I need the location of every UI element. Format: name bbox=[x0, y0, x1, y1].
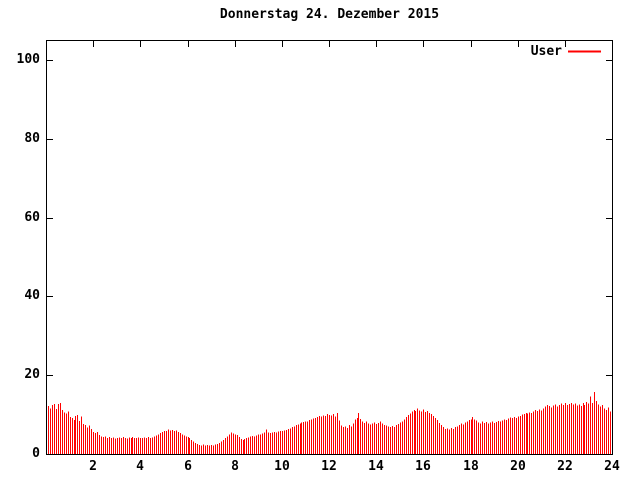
y-tick-label: 100 bbox=[16, 52, 40, 67]
x-tick-label: 6 bbox=[184, 459, 192, 474]
axis-ticks bbox=[47, 41, 613, 455]
x-tick-label: 2 bbox=[89, 459, 97, 474]
x-tick-label: 24 bbox=[604, 459, 620, 474]
x-tick-label: 12 bbox=[321, 459, 337, 474]
plot-border bbox=[46, 40, 613, 455]
x-tick-label: 22 bbox=[557, 459, 573, 474]
x-tick-label: 18 bbox=[463, 459, 479, 474]
x-tick-label: 20 bbox=[510, 459, 526, 474]
y-tick-label: 0 bbox=[32, 446, 40, 461]
y-tick-label: 40 bbox=[24, 288, 40, 303]
legend-series-label: User bbox=[530, 44, 562, 59]
x-tick-label: 4 bbox=[136, 459, 144, 474]
x-tick-label: 16 bbox=[415, 459, 431, 474]
x-tick-label: 8 bbox=[231, 459, 239, 474]
bar-series-user bbox=[48, 392, 613, 454]
y-tick-label: 20 bbox=[24, 367, 40, 382]
chart-title: Donnerstag 24. Dezember 2015 bbox=[219, 7, 440, 22]
x-tick-label: 14 bbox=[368, 459, 384, 474]
x-tick-label: 10 bbox=[274, 459, 290, 474]
y-tick-label: 80 bbox=[24, 131, 40, 146]
y-tick-label: 60 bbox=[24, 210, 40, 225]
